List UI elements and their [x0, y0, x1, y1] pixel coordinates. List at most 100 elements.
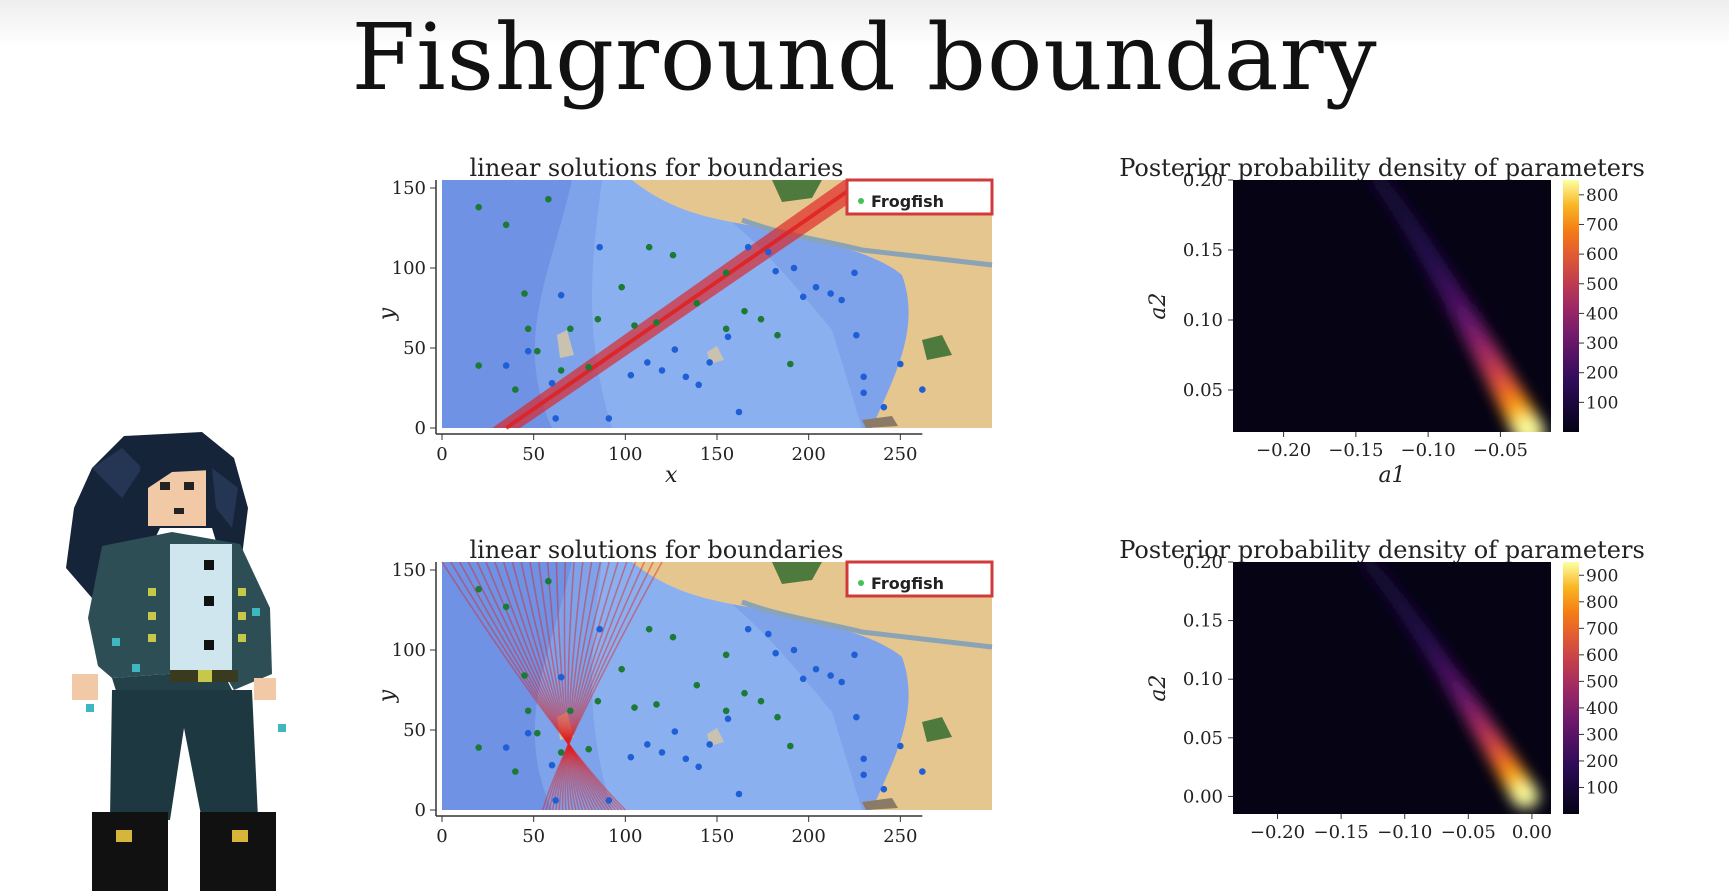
rock-island: [707, 728, 724, 746]
fish-point: [502, 362, 510, 369]
frogfish-point: [741, 307, 748, 315]
fish-point: [860, 389, 867, 397]
frogfish-point: [545, 195, 552, 203]
fish-point: [765, 248, 772, 256]
frogfish-point: [757, 315, 765, 323]
fish-point: [790, 646, 798, 654]
forest-patch: [772, 180, 822, 202]
colorbar: [1563, 180, 1579, 432]
frogfish-point: [521, 672, 528, 679]
fish-point: [627, 371, 635, 379]
frogfish-point: [502, 221, 510, 229]
y-tick-label: 0.05: [1183, 728, 1223, 749]
fish-point: [919, 386, 926, 393]
boundary-line: [441, 561, 626, 811]
boundary-line: [520, 561, 597, 811]
fish-point: [860, 771, 867, 779]
fish-point: [605, 415, 613, 422]
frogfish-point: [722, 707, 730, 715]
map-background: [442, 180, 993, 428]
y-tick-label: 150: [392, 178, 426, 199]
legend-box: [845, 178, 994, 216]
frogfish-point: [618, 665, 625, 673]
boat: [862, 798, 898, 810]
boat: [862, 416, 898, 428]
fish-point: [682, 373, 690, 381]
boundary-line: [564, 561, 602, 811]
fish-point: [744, 625, 752, 633]
frogfish-point: [669, 251, 677, 259]
x-tick-label: 250: [883, 826, 917, 847]
y-tick-label: 50: [403, 720, 426, 741]
shallow-sea-region: [592, 180, 862, 428]
legend-label: Frogfish: [871, 574, 944, 593]
map-background: [442, 562, 993, 810]
pixel-character-illustration: [66, 432, 286, 891]
frogfish-point: [594, 315, 602, 323]
chart-heatmap-top: Posterior probability density of paramet…: [1119, 154, 1645, 488]
frogfish-point: [669, 633, 677, 641]
y-tick-label: 0.10: [1183, 310, 1223, 331]
fish-point: [851, 651, 858, 659]
fish-point: [772, 649, 779, 657]
frogfish-point: [631, 322, 638, 329]
colorbar-tick-label: 100: [1586, 778, 1618, 798]
colorbar-tick-label: 700: [1586, 619, 1618, 639]
frogfish-point: [475, 585, 482, 593]
frogfish-point: [722, 325, 730, 333]
frogfish-point: [475, 744, 482, 751]
fish-point: [772, 267, 779, 275]
chart-title: linear solutions for boundaries: [470, 536, 844, 564]
boundary-line: [467, 561, 617, 811]
frogfish-point: [693, 299, 701, 307]
chart-map-bottom: linear solutions for boundaries Frogfish 0…: [375, 536, 994, 847]
fish-point: [790, 264, 798, 272]
fish-point: [627, 753, 635, 761]
frogfish-point: [585, 745, 592, 753]
legend-marker: [858, 198, 864, 204]
slide-top-band: [0, 0, 1729, 48]
frogfish-point: [741, 689, 748, 697]
boundary-line: [511, 561, 600, 811]
frogfish-point: [534, 347, 541, 355]
colorbar-tick-label: 100: [1586, 393, 1618, 413]
x-tick-label: 50: [522, 444, 545, 465]
heatmap-density: [1369, 180, 1546, 432]
fish-point: [671, 728, 679, 735]
x-tick-label: 0: [436, 444, 447, 465]
fish-point: [644, 741, 651, 748]
fish-point: [897, 360, 904, 368]
frogfish-point: [722, 651, 730, 659]
fish-point: [724, 715, 732, 723]
frogfish-point: [512, 386, 519, 393]
fish-point: [860, 373, 867, 381]
x-tick-label: 200: [791, 826, 825, 847]
colorbar-tick-label: 400: [1586, 304, 1618, 324]
fish-point: [552, 797, 559, 804]
boundary-line: [567, 561, 584, 811]
frogfish-point: [557, 749, 565, 756]
y-axis-label: a2: [1146, 292, 1171, 319]
x-tick-label: 150: [700, 444, 734, 465]
fish-point: [596, 243, 603, 251]
boundary-line: [529, 561, 594, 811]
x-tick-label: −0.10: [1401, 440, 1456, 461]
frogfish-point: [653, 319, 660, 326]
fish-point: [502, 744, 510, 751]
frogfish-point: [567, 707, 574, 715]
fish-point: [524, 729, 532, 737]
density-blob: [1513, 417, 1546, 432]
x-tick-label: −0.20: [1256, 440, 1311, 461]
boundary-line: [542, 561, 663, 811]
frogfish-point: [534, 729, 541, 737]
frogfish-point: [475, 362, 482, 369]
chart-title: Posterior probability density of paramet…: [1119, 536, 1645, 564]
boundary-line: [476, 561, 613, 811]
fish-point: [658, 367, 666, 374]
frogfish-point: [557, 367, 565, 374]
x-tick-label: −0.05: [1473, 440, 1528, 461]
y-tick-label: 0.20: [1183, 170, 1223, 191]
colorbar-tick-label: 700: [1586, 215, 1618, 235]
legend: Frogfish: [845, 178, 994, 216]
frogfish-point: [774, 713, 781, 721]
